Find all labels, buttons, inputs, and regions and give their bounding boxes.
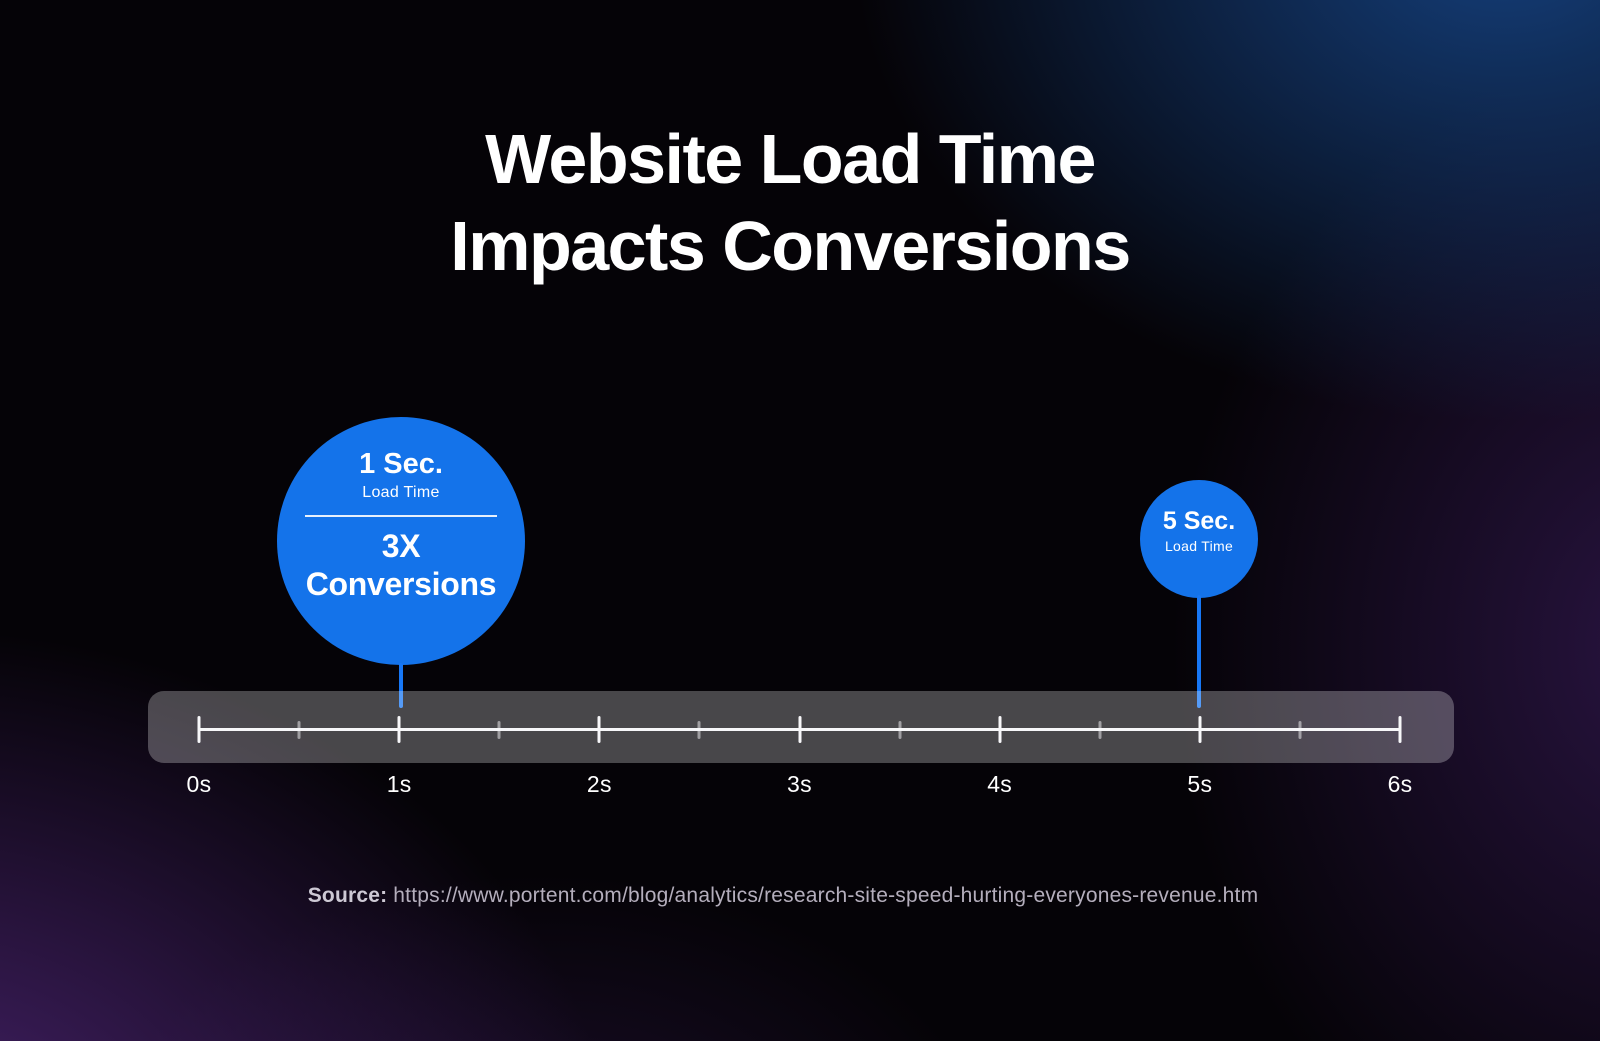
marker-1s-connector-line: [399, 663, 403, 708]
tick-label-5s: 5s: [1187, 771, 1213, 797]
marker-5s-time: 5 Sec.: [1162, 507, 1236, 535]
ruler-minor-tick: [1098, 721, 1102, 739]
ruler-major-tick: [597, 716, 601, 743]
timeline-bar: [148, 691, 1454, 763]
ruler-major-tick: [197, 716, 201, 743]
ruler-major-tick: [998, 716, 1002, 743]
page-title: Website Load Time Impacts Conversions: [0, 116, 1580, 290]
tick-label-6s: 6s: [1387, 771, 1413, 797]
marker-bubble-1s: 1 Sec. Load Time 3X Conversions: [277, 417, 525, 665]
marker-5s-connector-line: [1197, 595, 1201, 708]
ruler-minor-tick: [1298, 721, 1302, 739]
marker-1s-metric-value: 3X: [381, 528, 421, 564]
ruler-major-tick: [798, 716, 801, 743]
ruler-minor-tick: [297, 721, 301, 739]
marker-bubble-5s: 5 Sec. Load Time: [1140, 480, 1258, 598]
source-url: https://www.portent.com/blog/analytics/r…: [393, 884, 1259, 907]
ruler-major-tick: [1398, 716, 1402, 743]
marker-1s-divider: [305, 515, 497, 517]
marker-1s-metric: 3X Conversions: [277, 527, 525, 603]
tick-label-0s: 0s: [186, 771, 212, 797]
ruler-minor-tick: [697, 721, 701, 739]
source-label: Source:: [307, 884, 388, 907]
ruler-minor-tick: [898, 721, 902, 739]
ruler-major-tick: [397, 716, 401, 743]
ruler-minor-tick: [497, 721, 501, 739]
marker-5s-subtitle: Load Time: [1164, 538, 1234, 554]
tick-label-2s: 2s: [586, 771, 612, 797]
tick-label-4s: 4s: [987, 771, 1013, 797]
ruler-major-tick: [1198, 716, 1202, 743]
tick-label-1s: 1s: [386, 771, 412, 797]
tick-label-3s: 3s: [787, 771, 812, 797]
marker-1s-time: 1 Sec.: [359, 448, 443, 480]
page-title-line-2: Impacts Conversions: [450, 206, 1131, 285]
page-title-line-1: Website Load Time: [485, 120, 1096, 198]
marker-1s-metric-label: Conversions: [305, 566, 497, 602]
marker-1s-subtitle: Load Time: [362, 484, 440, 501]
source-attribution: Source: https://www.portent.com/blog/anal…: [0, 884, 1566, 908]
